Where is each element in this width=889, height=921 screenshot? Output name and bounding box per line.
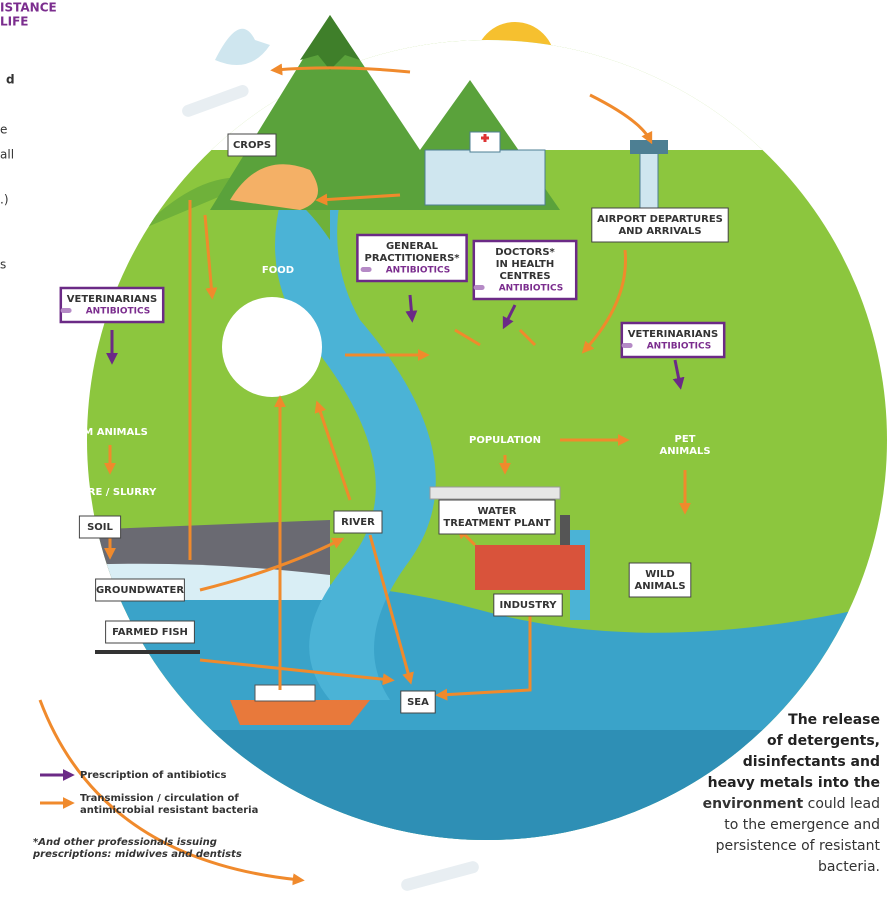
- node-label: TREATMENT PLANT: [443, 518, 550, 529]
- node-label: RIVER: [341, 517, 375, 528]
- node-label: CENTRES: [499, 271, 550, 282]
- text-fragment: .): [0, 193, 9, 207]
- pill-icon: [474, 285, 485, 290]
- node-tag: ANTIBIOTICS: [647, 342, 712, 352]
- text-fragment: s: [0, 258, 6, 272]
- pill-icon: [61, 308, 72, 313]
- node-label: IN HEALTH: [496, 259, 554, 270]
- legend-label: Prescription of antibiotics: [80, 770, 226, 781]
- node-label: FARM ANIMALS: [62, 427, 148, 438]
- side-text-bold: The release: [788, 712, 880, 728]
- node-label: WATER: [478, 506, 517, 517]
- side-text-regular: bacteria.: [818, 859, 880, 875]
- node-label: ANIMALS: [634, 581, 685, 592]
- node-label: ANIMALS: [659, 446, 710, 457]
- node-label: VETERINARIANS: [628, 329, 718, 340]
- node-label: INDUSTRY: [500, 600, 558, 611]
- node-label: DOCTORS*: [495, 247, 555, 258]
- pill-icon: [622, 343, 633, 348]
- node-label: POPULATION: [469, 435, 541, 446]
- footnote: prescriptions: midwives and dentists: [32, 849, 242, 860]
- node-tag: ANTIBIOTICS: [499, 284, 564, 294]
- diagram: ISTANCELIFE d e all.) s CROPS FOOD GENERALPRACT…: [0, 0, 889, 921]
- side-text-bold: of detergents,: [767, 733, 880, 749]
- node-label: VETERINARIANS: [67, 294, 157, 305]
- side-text-regular: could lead: [808, 796, 880, 812]
- side-text: environment could lead: [703, 796, 880, 812]
- side-text-regular: to the emergence and: [724, 817, 880, 833]
- node-tag: ANTIBIOTICS: [86, 307, 151, 317]
- text-fragment: all: [0, 148, 14, 162]
- side-text-regular: persistence of resistant: [716, 838, 881, 854]
- legend-label: Transmission / circulation of: [80, 793, 239, 804]
- node-label: GENERAL: [386, 241, 439, 252]
- node-label: WILD: [645, 569, 674, 580]
- node-label: FARMED FISH: [112, 627, 188, 638]
- text-fragment: d: [6, 73, 15, 87]
- text-fragment: e: [0, 123, 7, 137]
- node-label: PRACTITIONERS*: [364, 253, 460, 264]
- side-text-bold: environment: [703, 796, 804, 812]
- node-tag: ANTIBIOTICS: [386, 266, 451, 276]
- node-label: MANURE / SLURRY: [54, 487, 158, 498]
- node-label: SOIL: [87, 522, 113, 533]
- header-title: ISTANCE: [0, 1, 57, 15]
- legend-label: antimicrobial resistant bacteria: [80, 805, 258, 816]
- side-text-bold: heavy metals into the: [708, 775, 880, 791]
- footnote: *And other professionals issuing: [33, 837, 217, 848]
- side-text-bold: disinfectants and: [743, 754, 880, 770]
- node-label: CROPS: [233, 140, 271, 151]
- node-label: PET: [675, 434, 696, 445]
- node-label: SEA: [407, 697, 429, 708]
- node-label: AIRPORT DEPARTURES: [597, 214, 723, 225]
- node-label: AND ARRIVALS: [618, 226, 701, 237]
- pill-icon: [361, 267, 372, 272]
- node-label: GROUNDWATER: [96, 585, 184, 596]
- node-label: FOOD: [262, 265, 294, 276]
- header-title: LIFE: [0, 15, 29, 29]
